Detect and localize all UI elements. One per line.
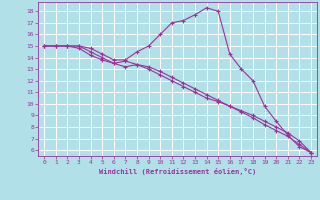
X-axis label: Windchill (Refroidissement éolien,°C): Windchill (Refroidissement éolien,°C) (99, 168, 256, 175)
